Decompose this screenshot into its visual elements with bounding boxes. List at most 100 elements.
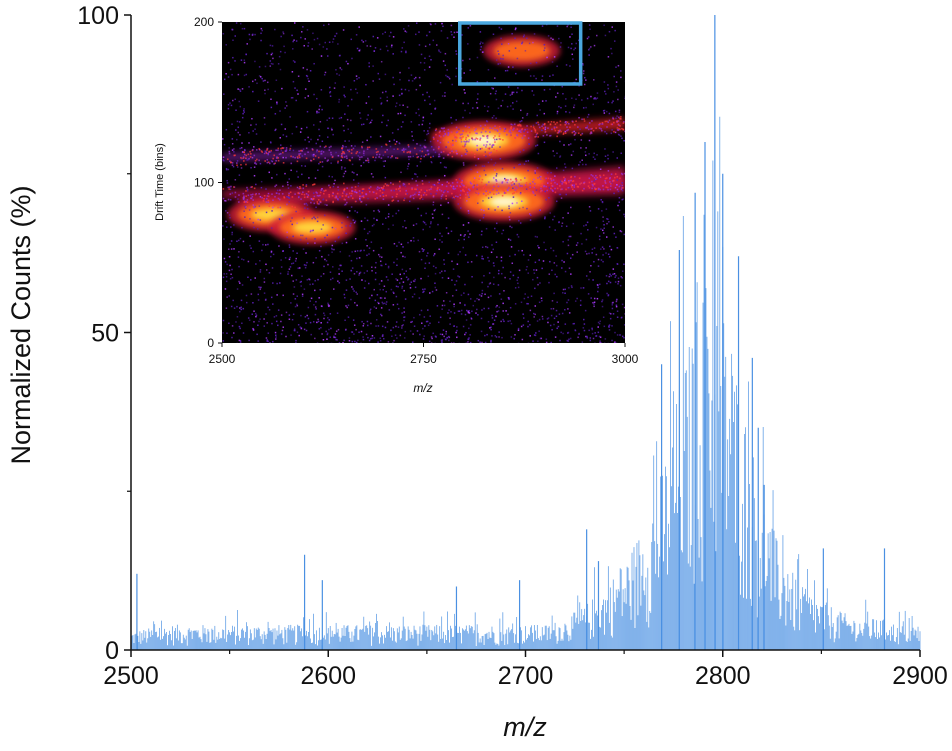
band-speck <box>299 152 302 155</box>
noise-speck <box>578 164 580 166</box>
noise-speck <box>237 126 240 129</box>
noise-speck <box>469 298 472 300</box>
band-speck <box>514 178 517 180</box>
noise-speck <box>232 56 234 59</box>
band-speck <box>343 156 346 158</box>
noise-speck <box>446 37 449 39</box>
noise-speck <box>508 205 510 207</box>
band-speck <box>528 189 530 192</box>
noise-speck <box>290 97 293 99</box>
noise-speck <box>561 85 564 88</box>
noise-speck <box>500 256 503 259</box>
noise-speck <box>521 41 524 43</box>
noise-speck <box>617 98 619 101</box>
noise-speck <box>586 221 589 224</box>
noise-speck <box>449 300 451 303</box>
band-speck <box>390 189 393 192</box>
band-speck <box>550 178 553 180</box>
band-speck <box>312 158 315 161</box>
noise-speck <box>487 208 490 210</box>
band-speck <box>351 190 354 193</box>
noise-speck <box>236 120 239 123</box>
band-speck <box>381 192 384 194</box>
noise-speck <box>440 197 443 200</box>
noise-speck <box>275 128 277 131</box>
noise-speck <box>453 303 455 306</box>
noise-speck <box>424 99 426 102</box>
band-speck <box>407 144 410 146</box>
noise-speck <box>388 140 391 143</box>
band-speck <box>494 141 496 143</box>
noise-speck <box>392 292 395 294</box>
noise-speck <box>521 117 524 119</box>
noise-speck <box>447 312 449 314</box>
band-speck <box>317 195 320 197</box>
noise-speck <box>296 252 298 254</box>
noise-speck <box>436 305 439 307</box>
noise-speck <box>467 43 469 45</box>
noise-speck <box>553 323 555 326</box>
noise-speck <box>594 342 596 343</box>
band-speck <box>238 194 240 196</box>
noise-speck <box>327 136 329 138</box>
band-speck <box>456 181 459 184</box>
noise-speck <box>493 319 496 321</box>
band-speck <box>587 128 590 131</box>
band-speck <box>449 152 451 154</box>
noise-speck <box>240 308 242 311</box>
noise-speck <box>355 34 358 36</box>
noise-speck <box>480 342 482 343</box>
band-speck <box>520 128 523 131</box>
noise-speck <box>497 107 500 109</box>
band-speck <box>581 118 583 121</box>
noise-speck <box>445 330 448 333</box>
noise-speck <box>299 281 302 283</box>
noise-speck <box>222 225 224 227</box>
noise-speck <box>401 268 404 271</box>
band-speck <box>366 146 369 149</box>
band-speck <box>326 204 328 206</box>
band-speck <box>492 184 495 187</box>
noise-speck <box>449 323 451 325</box>
noise-speck <box>445 146 447 148</box>
inset-y-axis-label: Drift Time (bins) <box>154 143 166 221</box>
noise-speck <box>607 154 609 157</box>
band-speck <box>606 186 609 189</box>
noise-speck <box>292 262 295 264</box>
noise-speck <box>428 31 431 33</box>
noise-speck <box>375 218 378 221</box>
noise-speck <box>619 284 622 287</box>
noise-speck <box>593 97 596 100</box>
band-speck <box>347 149 349 151</box>
noise-speck <box>322 190 325 192</box>
band-speck <box>574 123 576 126</box>
noise-speck <box>276 173 278 176</box>
noise-speck <box>424 325 426 327</box>
noise-speck <box>260 141 262 143</box>
noise-speck <box>428 262 431 264</box>
noise-speck <box>533 272 536 274</box>
noise-speck <box>379 195 382 197</box>
noise-speck <box>502 54 504 57</box>
band-speck <box>411 188 413 191</box>
noise-speck <box>304 97 307 99</box>
noise-speck <box>621 335 624 338</box>
band-speck <box>501 181 504 183</box>
band-speck <box>606 120 608 123</box>
noise-speck <box>253 166 256 168</box>
noise-speck <box>399 104 401 106</box>
noise-speck <box>447 277 450 280</box>
band-speck <box>432 195 435 198</box>
noise-speck <box>455 75 457 78</box>
noise-speck <box>355 191 358 194</box>
noise-speck <box>571 53 574 56</box>
noise-speck <box>424 288 426 290</box>
band-speck <box>549 135 551 137</box>
band-speck <box>341 151 344 153</box>
noise-speck <box>452 139 454 142</box>
noise-speck <box>424 45 427 48</box>
noise-speck <box>468 312 471 314</box>
noise-speck <box>404 30 407 32</box>
band-speck <box>301 150 304 152</box>
noise-speck <box>438 155 441 158</box>
